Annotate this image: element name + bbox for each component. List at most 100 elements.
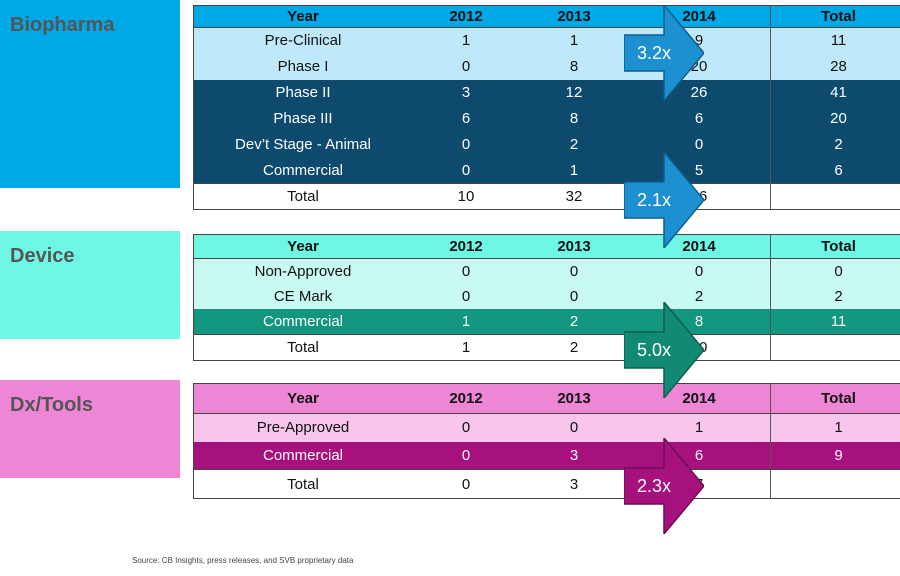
table-cell xyxy=(770,183,900,210)
table-cell: 8 xyxy=(569,110,579,127)
row-label: Commercial xyxy=(262,312,343,330)
table-cell: 0 xyxy=(461,262,471,280)
table-cell: 0 xyxy=(412,469,520,499)
table-cell: 6 xyxy=(694,110,704,127)
header-cell: 2014 xyxy=(682,390,716,407)
growth-label: 2.1x xyxy=(636,190,672,210)
source-note: Source: CB Insights, press releases, and… xyxy=(132,556,354,565)
table-cell: 0 xyxy=(461,136,471,153)
table-cell: 11 xyxy=(770,27,900,54)
table-row: Pre-Clinical 1 1 9 11 xyxy=(193,27,900,54)
table-cell: 1 xyxy=(569,32,579,50)
header-cell: Year xyxy=(287,8,319,25)
row-label: Pre-Approved xyxy=(256,419,350,437)
table-cell: 1 xyxy=(461,32,471,50)
table-cell xyxy=(770,334,900,361)
table-row: Commercial 1 2 8 11 xyxy=(193,308,900,335)
growth-label: 2.3x xyxy=(636,476,672,496)
table-row: Non-Approved 0 0 0 0 xyxy=(193,258,900,284)
biopharma-label: Biopharma xyxy=(10,14,115,36)
row-label: Dev’t Stage - Animal xyxy=(235,136,371,153)
row-label: CE Mark xyxy=(273,287,333,305)
growth-label: 5.0x xyxy=(636,340,672,360)
table-cell: 0 xyxy=(461,419,471,437)
biopharma-table: Year 2012 2013 2014 Total Pre-Clinical 1… xyxy=(193,5,900,210)
table-row: CE Mark 0 0 2 2 xyxy=(193,283,900,309)
table-cell: 0 xyxy=(694,136,704,153)
table-row: Phase II 3 12 26 41 xyxy=(193,79,900,106)
table-cell: 2 xyxy=(770,283,900,309)
header-cell: Total xyxy=(770,5,900,28)
device-table: Year 2012 2013 2014 Total Non-Approved 0… xyxy=(193,234,900,361)
table-cell: 9 xyxy=(770,441,900,470)
table-cell: 5 xyxy=(694,161,704,179)
table-cell: 1 xyxy=(461,312,471,330)
growth-arrow-biopharma-total: 2.1x xyxy=(624,152,704,248)
table-cell: 2 xyxy=(520,334,628,361)
header-cell: 2012 xyxy=(449,8,483,25)
header-cell: 2013 xyxy=(557,8,591,25)
table-cell: 10 xyxy=(412,183,520,210)
dx-tools-label: Dx/Tools xyxy=(10,394,93,416)
table-cell: 26 xyxy=(690,84,708,101)
total-row: Total 0 3 7 xyxy=(193,469,900,499)
table-cell: 9 xyxy=(694,32,704,50)
table-header-row: Year 2012 2013 2014 Total xyxy=(193,234,900,259)
growth-arrow-biopharma-preclinical: 3.2x xyxy=(624,5,704,101)
table-row: Commercial 0 3 6 9 xyxy=(193,441,900,470)
table-cell: 0 xyxy=(461,58,471,75)
header-cell: 2014 xyxy=(682,8,716,25)
growth-label: 3.2x xyxy=(636,43,672,63)
dx-tools-table: Year 2012 2013 2014 Total Pre-Approved 0… xyxy=(193,383,900,499)
table-header-row: Year 2012 2013 2014 Total xyxy=(193,383,900,414)
table-cell: 0 xyxy=(694,262,704,280)
table-row: Phase I 0 8 20 28 xyxy=(193,53,900,80)
table-row: Commercial 0 1 5 6 xyxy=(193,157,900,184)
table-cell: 20 xyxy=(770,105,900,132)
table-cell: 8 xyxy=(694,312,704,330)
table-cell: 1 xyxy=(770,413,900,442)
table-cell: 3 xyxy=(569,446,579,464)
row-label: Phase I xyxy=(277,58,329,75)
table-cell: 28 xyxy=(770,53,900,80)
table-cell: 0 xyxy=(569,419,579,437)
table-cell: 1 xyxy=(694,419,704,437)
table-cell: 2 xyxy=(569,312,579,330)
growth-arrow-device: 5.0x xyxy=(624,302,704,398)
table-row: Phase III 6 8 6 20 xyxy=(193,105,900,132)
header-cell: 2012 xyxy=(449,238,483,255)
row-label: Total xyxy=(193,334,412,361)
header-cell: Year xyxy=(287,238,319,255)
row-label: Commercial xyxy=(262,446,343,464)
table-cell: 0 xyxy=(770,258,900,284)
row-label: Commercial xyxy=(262,161,343,179)
row-label: Non-Approved xyxy=(254,262,352,280)
row-label: Phase III xyxy=(273,110,333,127)
table-cell: 2 xyxy=(770,131,900,158)
total-row: Total 1 2 10 xyxy=(193,334,900,361)
table-row: Dev’t Stage - Animal 0 2 0 2 xyxy=(193,131,900,158)
table-header-row: Year 2012 2013 2014 Total xyxy=(193,5,900,28)
table-cell: 2 xyxy=(694,287,704,305)
table-cell: 0 xyxy=(569,287,579,305)
biopharma-label-box: Biopharma xyxy=(0,0,180,188)
table-cell: 0 xyxy=(461,161,471,179)
table-cell: 32 xyxy=(520,183,628,210)
table-cell: 0 xyxy=(461,287,471,305)
header-cell: 2013 xyxy=(557,390,591,407)
header-cell: 2012 xyxy=(449,390,483,407)
table-cell: 6 xyxy=(770,157,900,184)
table-row: Pre-Approved 0 0 1 1 xyxy=(193,413,900,442)
table-cell: 8 xyxy=(569,58,579,75)
table-cell: 0 xyxy=(461,446,471,464)
dx-tools-label-box: Dx/Tools xyxy=(0,380,180,478)
table-cell: 41 xyxy=(770,79,900,106)
device-label-box: Device xyxy=(0,231,180,339)
table-cell: 2 xyxy=(569,136,579,153)
table-cell: 1 xyxy=(412,334,520,361)
row-label: Pre-Clinical xyxy=(264,32,342,50)
header-cell: Year xyxy=(287,390,319,407)
table-cell xyxy=(770,469,900,499)
growth-arrow-dx-tools: 2.3x xyxy=(624,438,704,534)
total-row: Total 10 32 66 xyxy=(193,183,900,210)
